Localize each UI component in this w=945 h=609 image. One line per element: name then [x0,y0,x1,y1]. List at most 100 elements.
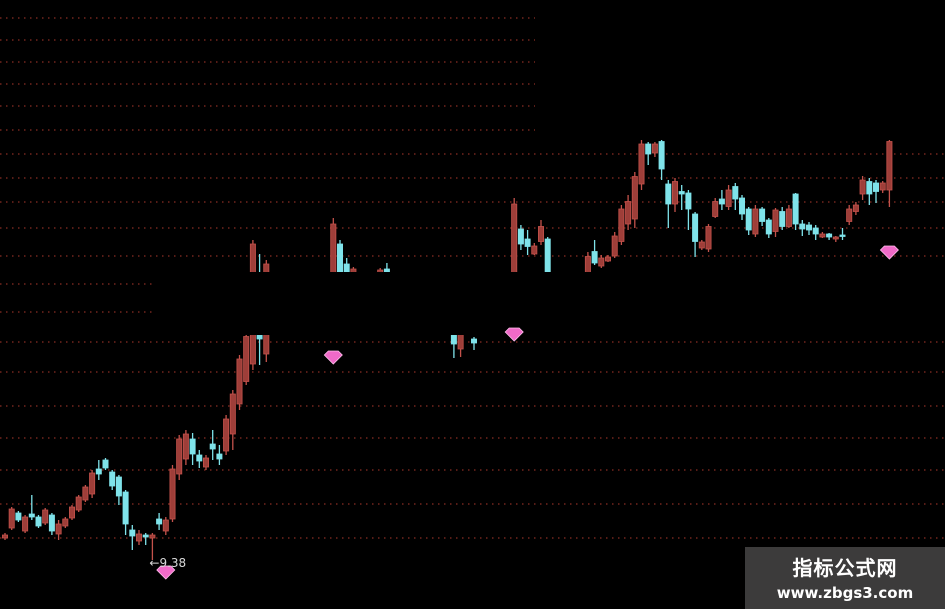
candle-body [846,208,853,222]
candle [725,185,732,210]
candle [759,207,766,226]
candle-body [866,181,873,195]
candle-body [685,192,692,210]
candle [779,207,786,230]
candle-body [149,534,156,539]
candle-body [2,534,8,539]
candle-body [169,468,176,520]
diamond-icon [504,327,524,342]
candle [156,513,163,530]
candle [819,232,826,238]
candle-body [584,256,591,275]
candle-body [779,211,786,227]
candle-body [598,257,605,267]
candle [732,183,739,210]
candle [718,190,725,210]
candle-body [182,433,189,460]
candle-body [22,516,29,532]
candle-body [745,208,752,231]
candle [772,208,779,237]
candle [739,195,746,220]
candle-body [156,518,163,525]
candle [806,222,813,235]
candle-body [718,198,725,205]
candle [517,225,524,250]
candle [665,180,672,228]
candle [832,236,839,242]
candle-body [591,251,598,264]
candle-body [457,333,464,350]
candle [75,495,82,512]
candle-body [725,189,732,207]
candle [645,142,652,165]
candle [886,140,893,207]
candle-body [55,523,62,535]
candle-body [772,209,779,232]
candle [792,193,799,230]
candle [618,205,625,245]
candle-body [176,438,183,475]
candle-body [732,186,739,200]
candle-body [672,181,679,205]
candle-body [812,227,819,235]
candle [102,458,109,470]
candle [812,225,819,240]
candle [48,513,55,535]
candle-body [330,223,337,280]
candle [2,533,8,540]
candle-body [531,245,538,255]
candle-body [759,208,766,222]
candle [95,460,102,480]
candle [176,435,183,480]
candle-body [69,506,76,519]
candle-body [196,454,203,462]
candle [82,485,89,502]
candle-body [35,516,42,527]
watermark-name: 指标公式网 [792,556,898,580]
candle-body [651,143,658,154]
diamond-icon [323,350,343,365]
candle [598,255,605,268]
candle [209,430,216,460]
candle-body [886,141,893,191]
candle [15,511,22,522]
candle [142,533,149,545]
candle-body [115,476,122,497]
candle [189,433,196,465]
candles [2,140,893,560]
candle [236,355,243,410]
candle-body [806,224,813,231]
candle-body [517,228,524,245]
candle [216,445,223,465]
candle-body [859,179,866,195]
candle-body [692,213,699,242]
candle-body [216,453,223,460]
watermark: 指标公式网 www.zbgs3.com [745,547,945,609]
candle-body [678,191,685,195]
candle [135,530,142,545]
grid-lines [0,17,945,539]
candle-body [658,141,665,170]
candle [524,230,531,255]
candle [8,507,15,530]
candle-body [524,238,531,247]
candle-body [75,496,82,511]
candle-body [631,176,638,220]
candle [752,205,759,237]
candle-body [705,226,712,250]
candle [62,517,69,528]
candle [705,224,712,252]
candle-body [638,143,645,185]
candle [511,198,518,284]
candle-body [852,204,859,212]
candle [672,178,679,212]
candle-body [122,491,129,525]
candle-body [625,201,632,225]
candle-body [189,438,196,455]
mask-top-right [535,0,945,136]
candle [658,140,665,180]
candle [229,390,236,450]
candle-body [48,514,55,532]
diamond-icon [879,245,899,260]
